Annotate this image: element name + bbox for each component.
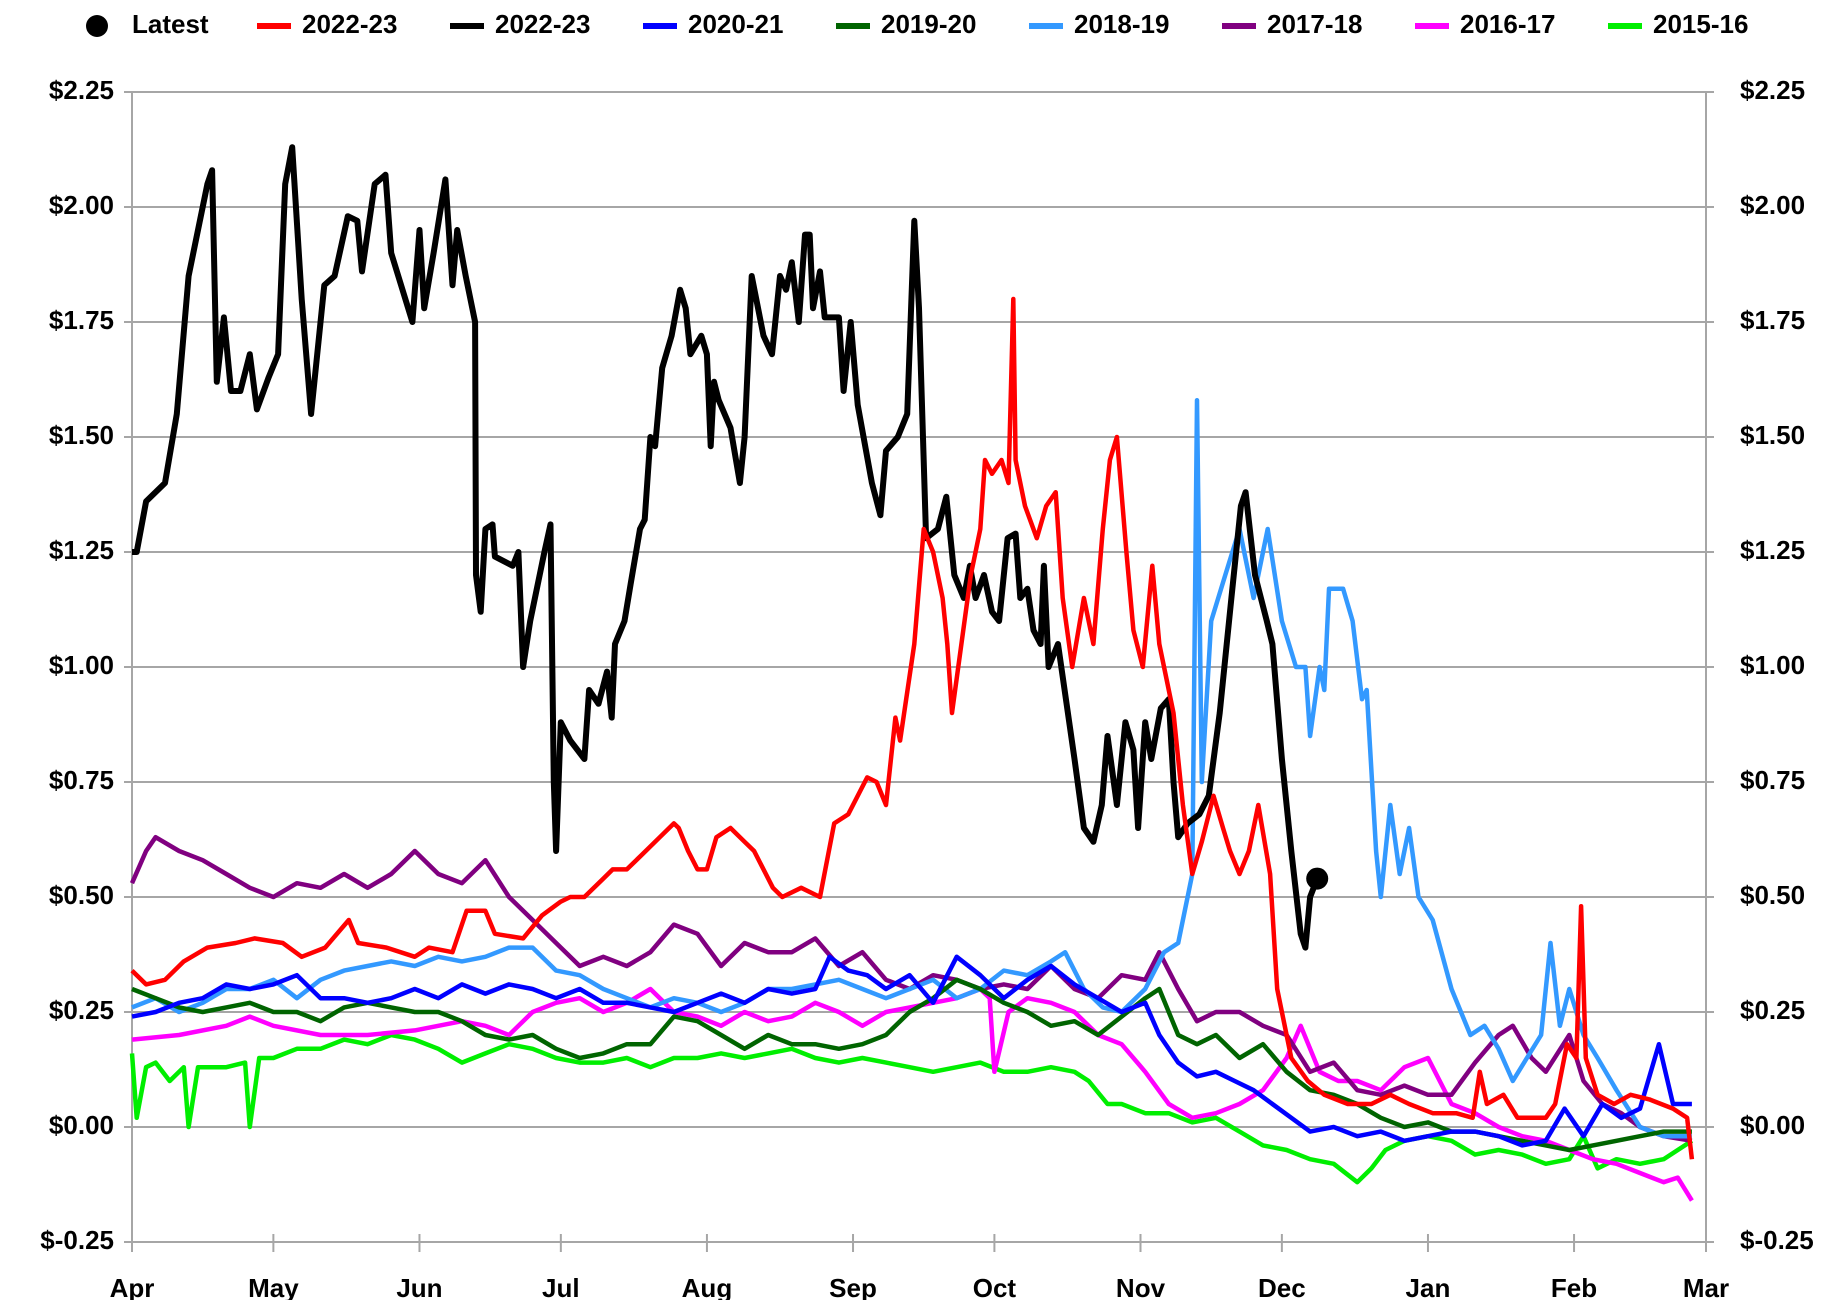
latest-point [1306,867,1329,890]
y-tick-label: $0.75 [49,765,114,795]
y-tick-label: $2.00 [49,190,114,220]
y-tick-label: $1.25 [49,535,114,565]
y-tick-label: $0.00 [49,1110,114,1140]
legend-label: 2015-16 [1653,9,1748,39]
series-line [130,296,1695,1160]
x-tick-label: Sep [829,1273,877,1300]
legend-label: 2022-23 [495,9,590,39]
legend-label: 2018-19 [1074,9,1169,39]
legend-label: 2020-21 [688,9,783,39]
legend-label: 2016-17 [1460,9,1555,39]
series-line [131,986,1694,1202]
legend-label: 2017-18 [1267,9,1362,39]
y-tick-label: $2.25 [49,75,114,105]
x-tick-label: Feb [1551,1273,1597,1300]
x-tick-label: Jul [542,1273,580,1300]
x-tick-label: Nov [1116,1273,1166,1300]
legend-symbol [86,15,108,37]
y2-tick-label: $2.00 [1740,190,1805,220]
x-tick-label: May [248,1273,299,1300]
series-line [129,834,1693,1144]
y2-tick-label: $0.50 [1740,880,1805,910]
y2-tick-label: $0.25 [1740,995,1805,1025]
y2-tick-label: $0.75 [1740,765,1805,795]
y2-tick-label: $0.00 [1740,1110,1805,1140]
x-tick-label: Apr [110,1273,155,1300]
y2-tick-label: $1.50 [1740,420,1805,450]
y2-tick-label: $2.25 [1740,75,1805,105]
y-tick-label: $0.50 [49,880,114,910]
y-tick-label: $-0.25 [40,1225,114,1255]
x-tick-label: Jun [396,1273,442,1300]
series-line [132,144,1320,951]
x-tick-label: Jan [1406,1273,1451,1300]
legend-label: 2022-23 [302,9,397,39]
legend-label: 2019-20 [881,9,976,39]
y-tick-label: $0.25 [49,995,114,1025]
y2-tick-label: $1.75 [1740,305,1805,335]
series-line [131,977,1692,1153]
plot-frame [131,91,1707,1243]
legend-label: Latest [132,9,209,39]
x-tick-label: Aug [682,1273,733,1300]
series-line [131,954,1692,1148]
x-tick-label: Oct [973,1273,1017,1300]
y2-tick-label: $1.25 [1740,535,1805,565]
series-line [131,397,1692,1139]
x-tick-label: Dec [1258,1273,1306,1300]
x-tick-label: Mar [1683,1273,1729,1300]
y-tick-label: $1.75 [49,305,114,335]
y2-tick-label: $1.00 [1740,650,1805,680]
y-tick-label: $1.00 [49,650,114,680]
y-tick-label: $1.50 [49,420,114,450]
y2-tick-label: $-0.25 [1740,1225,1814,1255]
